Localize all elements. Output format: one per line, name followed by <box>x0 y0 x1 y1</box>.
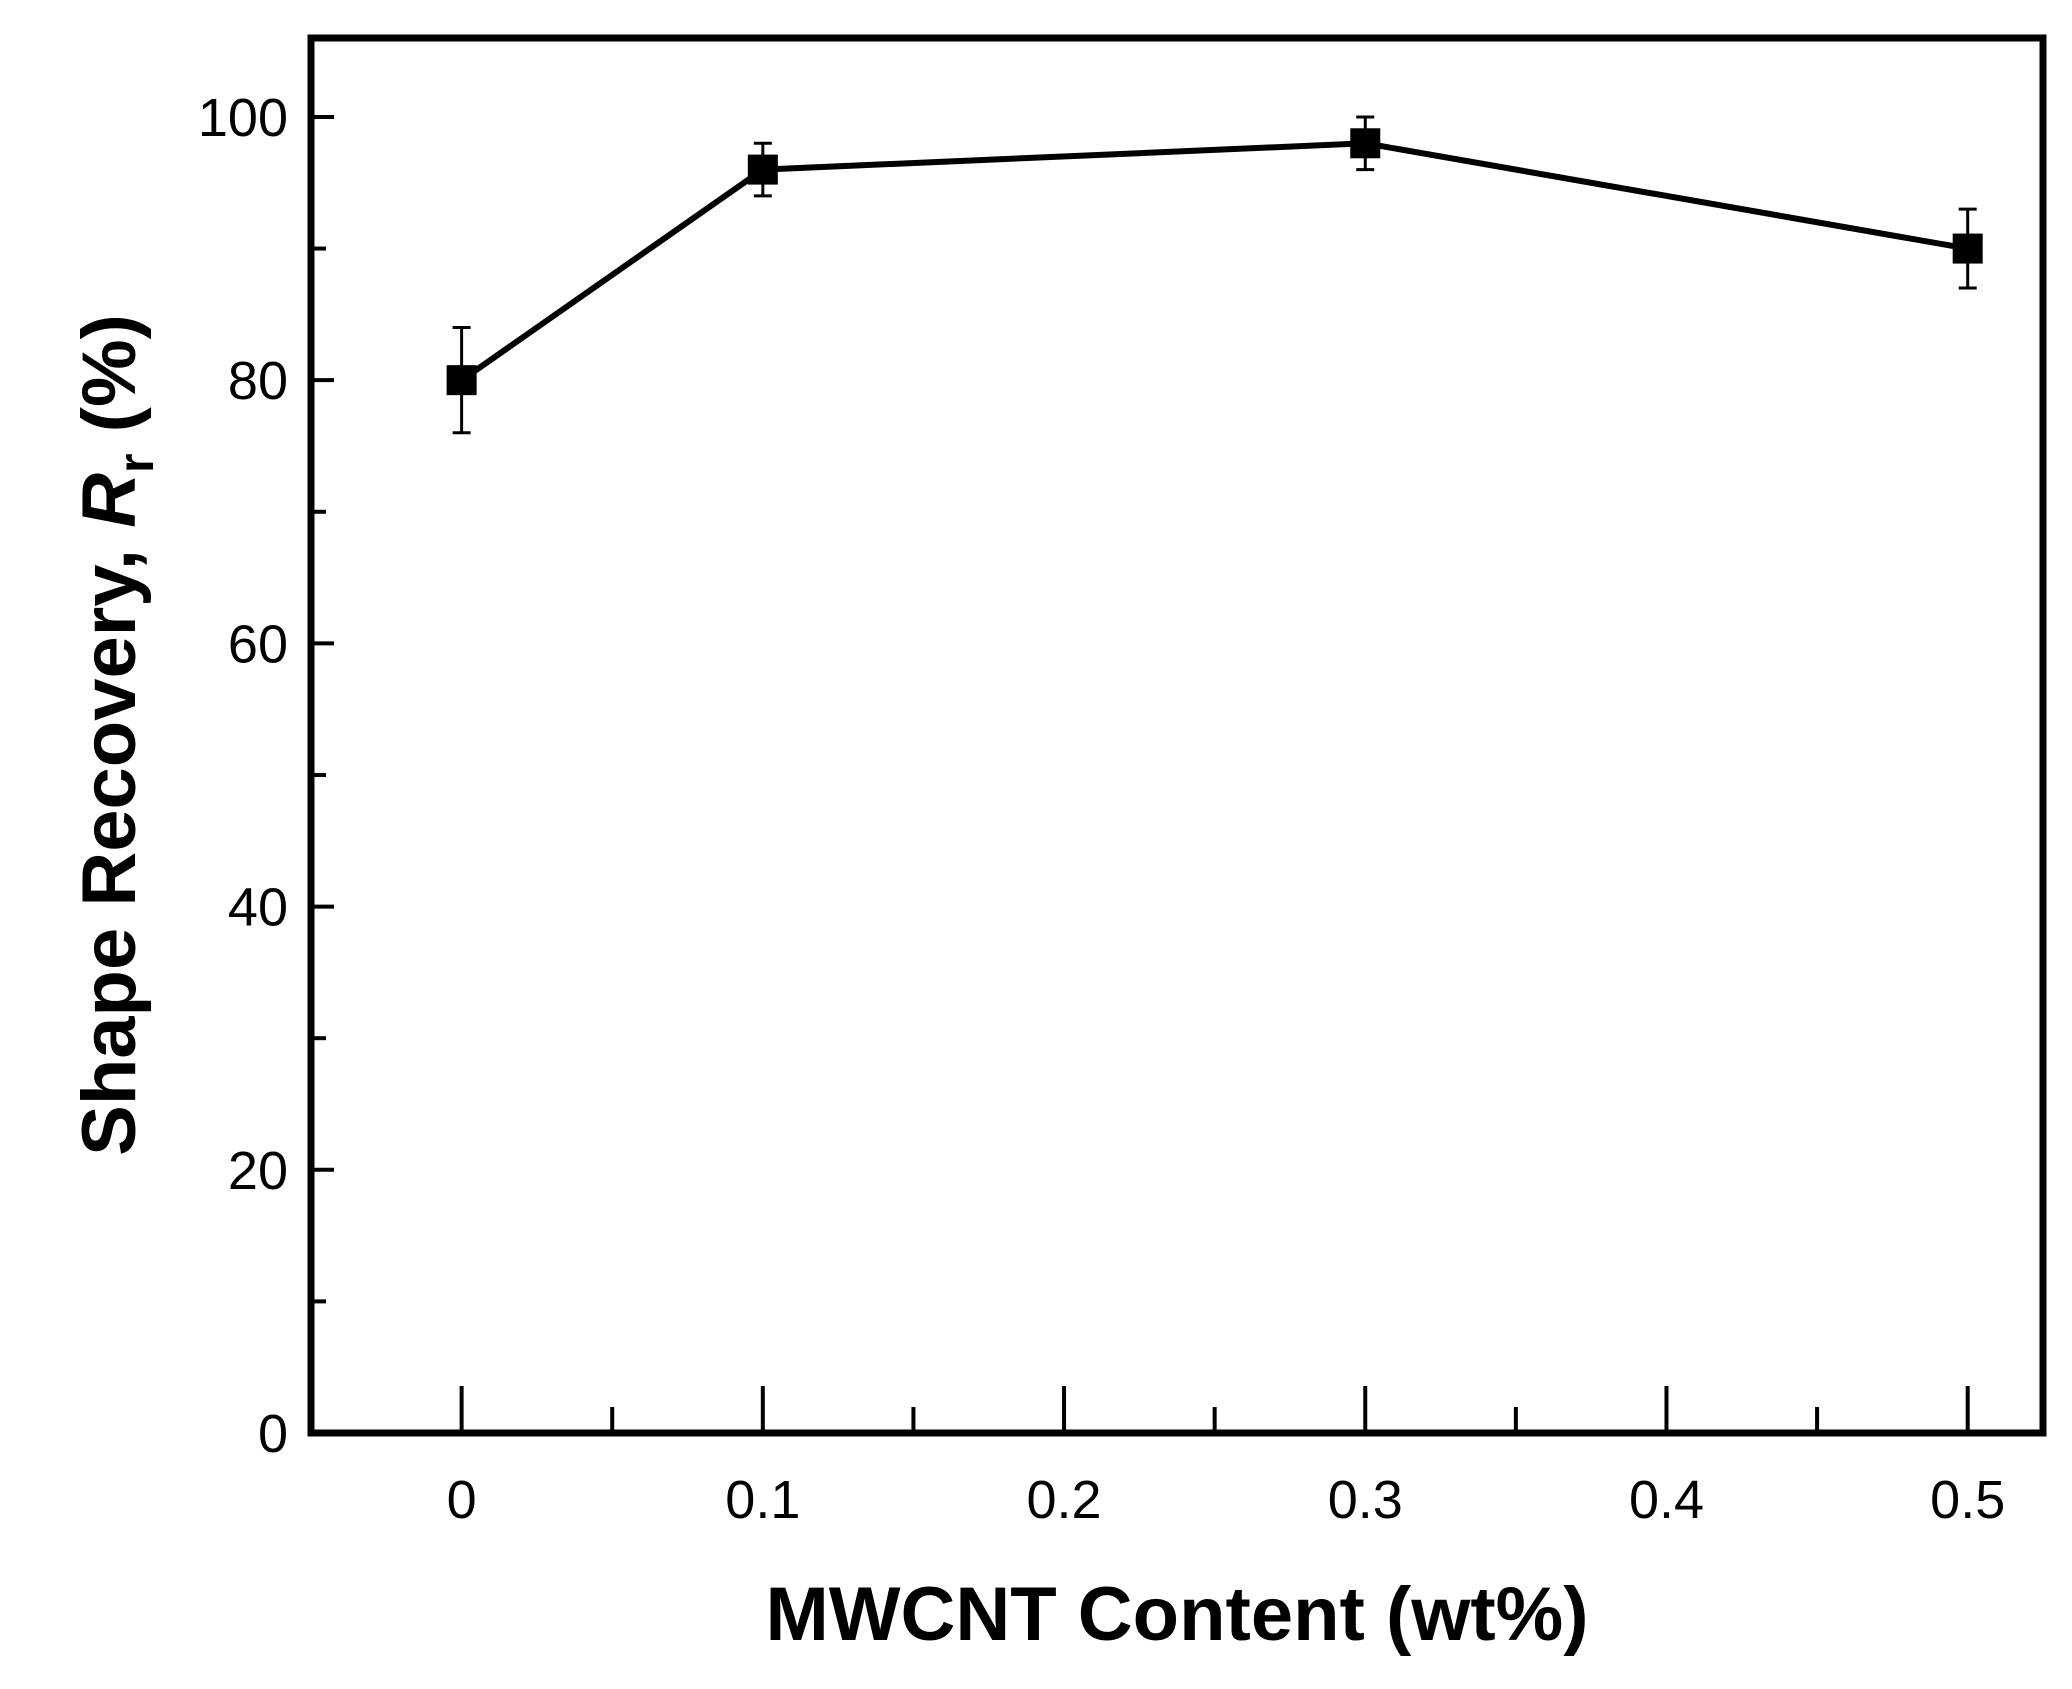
x-tick-label: 0.2 <box>1027 1470 1102 1530</box>
y-axis-title-symbol: R <box>67 473 152 528</box>
x-tick-label: 0 <box>447 1470 477 1530</box>
y-tick-label: 0 <box>258 1404 288 1464</box>
x-axis-title: MWCNT Content (wt%) <box>765 1572 1588 1657</box>
y-axis: 0 20 40 60 80 100 <box>198 88 334 1464</box>
data-point-marker <box>747 154 778 185</box>
y-axis-title: Shape Recovery, Rr (%) <box>67 314 164 1156</box>
series-line <box>459 140 1969 383</box>
y-tick-label: 80 <box>228 351 288 411</box>
y-tick-label: 100 <box>198 88 288 148</box>
data-point-marker <box>446 365 477 396</box>
x-tick-label: 0.3 <box>1328 1470 1403 1530</box>
y-axis-title-subscript: r <box>108 453 164 472</box>
y-tick-label: 60 <box>228 614 288 674</box>
x-axis: 0 0.1 0.2 0.3 0.4 0.5 <box>447 1386 2005 1530</box>
plot-frame <box>307 34 2047 1437</box>
y-axis-title-suffix: (%) <box>67 314 152 453</box>
y-tick-label: 20 <box>228 1141 288 1201</box>
x-tick-label: 0.5 <box>1930 1470 2005 1530</box>
data-point-marker <box>1952 233 1983 264</box>
data-series <box>446 115 1983 435</box>
data-point-marker <box>1350 128 1381 159</box>
y-tick-label: 40 <box>228 878 288 938</box>
y-axis-title-prefix: Shape Recovery, <box>67 528 152 1156</box>
x-tick-label: 0.1 <box>725 1470 800 1530</box>
x-tick-label: 0.4 <box>1629 1470 1704 1530</box>
